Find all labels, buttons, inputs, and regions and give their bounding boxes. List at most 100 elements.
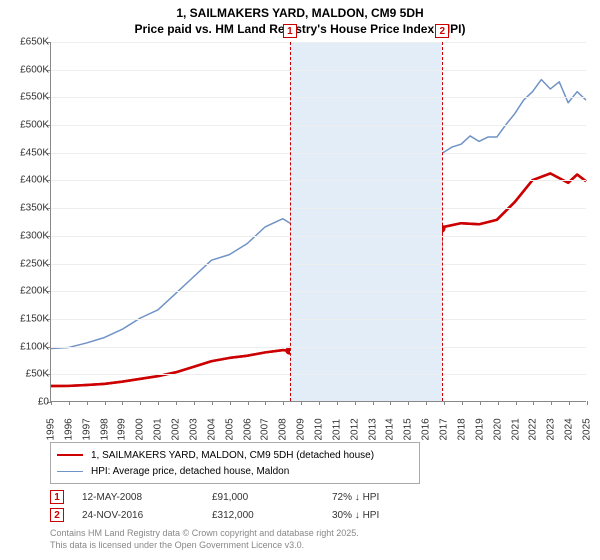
x-tick (301, 401, 302, 405)
event-vline (442, 42, 443, 401)
x-tick (158, 401, 159, 405)
footer-line-1: Contains HM Land Registry data © Crown c… (50, 528, 359, 540)
y-axis-label: £400K (9, 175, 49, 186)
x-axis-label: 2010 (314, 423, 325, 441)
x-tick (194, 401, 195, 405)
x-tick (408, 401, 409, 405)
gridline-h (51, 153, 586, 154)
y-axis-label: £50K (9, 369, 49, 380)
x-tick (122, 401, 123, 405)
plot-area: £0£50K£100K£150K£200K£250K£300K£350K£400… (50, 42, 586, 402)
x-tick (212, 401, 213, 405)
x-axis-label: 1999 (117, 423, 128, 441)
x-tick (551, 401, 552, 405)
footer-line-2: This data is licensed under the Open Gov… (50, 540, 359, 552)
x-tick (176, 401, 177, 405)
x-tick (337, 401, 338, 405)
x-tick (569, 401, 570, 405)
x-tick (248, 401, 249, 405)
event-marker-box: 1 (283, 24, 297, 38)
x-tick (355, 401, 356, 405)
x-axis-label: 2017 (439, 423, 450, 441)
x-tick (140, 401, 141, 405)
legend-label: 1, SAILMAKERS YARD, MALDON, CM9 5DH (det… (91, 450, 374, 461)
x-tick (480, 401, 481, 405)
x-tick (373, 401, 374, 405)
x-tick (462, 401, 463, 405)
title-block: 1, SAILMAKERS YARD, MALDON, CM9 5DH Pric… (0, 0, 600, 39)
x-tick (283, 401, 284, 405)
x-axis-label: 2005 (224, 423, 235, 441)
x-tick (533, 401, 534, 405)
y-axis-label: £100K (9, 341, 49, 352)
gridline-h (51, 347, 586, 348)
event-row: 112-MAY-2008£91,00072% ↓ HPI (50, 488, 379, 506)
x-tick (51, 401, 52, 405)
x-axis-label: 2018 (456, 423, 467, 441)
gridline-h (51, 319, 586, 320)
gridline-h (51, 208, 586, 209)
x-axis-label: 2009 (296, 423, 307, 441)
gridline-h (51, 374, 586, 375)
gridline-h (51, 125, 586, 126)
x-axis-label: 2014 (385, 423, 396, 441)
y-axis-label: £0 (9, 397, 49, 408)
x-axis-label: 2025 (582, 423, 593, 441)
legend: 1, SAILMAKERS YARD, MALDON, CM9 5DH (det… (50, 442, 420, 484)
x-tick (265, 401, 266, 405)
event-diff: 30% ↓ HPI (332, 510, 379, 521)
event-marker-box: 2 (435, 24, 449, 38)
y-axis-label: £350K (9, 203, 49, 214)
x-axis-label: 2012 (349, 423, 360, 441)
x-axis-label: 2011 (331, 423, 342, 441)
y-axis-label: £250K (9, 258, 49, 269)
x-axis-label: 2021 (510, 423, 521, 441)
x-tick (498, 401, 499, 405)
legend-label: HPI: Average price, detached house, Mald… (91, 466, 289, 477)
event-diff: 72% ↓ HPI (332, 492, 379, 503)
y-axis-label: £600K (9, 64, 49, 75)
legend-row: HPI: Average price, detached house, Mald… (57, 463, 413, 479)
event-table: 112-MAY-2008£91,00072% ↓ HPI224-NOV-2016… (50, 488, 379, 524)
x-tick (87, 401, 88, 405)
y-axis-label: £650K (9, 37, 49, 48)
x-tick (319, 401, 320, 405)
legend-row: 1, SAILMAKERS YARD, MALDON, CM9 5DH (det… (57, 447, 413, 463)
x-tick (105, 401, 106, 405)
x-axis-label: 2013 (367, 423, 378, 441)
y-axis-label: £150K (9, 313, 49, 324)
y-axis-label: £300K (9, 230, 49, 241)
x-tick (516, 401, 517, 405)
x-axis-label: 2020 (492, 423, 503, 441)
x-axis-label: 2015 (403, 423, 414, 441)
event-row: 224-NOV-2016£312,00030% ↓ HPI (50, 506, 379, 524)
x-axis-label: 2023 (546, 423, 557, 441)
title-line-1: 1, SAILMAKERS YARD, MALDON, CM9 5DH (0, 6, 600, 22)
legend-swatch (57, 471, 83, 472)
x-axis-label: 2003 (188, 423, 199, 441)
gridline-h (51, 42, 586, 43)
x-axis-label: 2006 (242, 423, 253, 441)
event-price: £312,000 (212, 510, 332, 521)
x-axis-label: 2024 (564, 423, 575, 441)
x-axis-label: 2019 (474, 423, 485, 441)
event-id-box: 1 (50, 490, 64, 504)
x-tick (426, 401, 427, 405)
x-axis-label: 2000 (135, 423, 146, 441)
y-axis-label: £500K (9, 120, 49, 131)
x-tick (230, 401, 231, 405)
gridline-h (51, 236, 586, 237)
x-tick (390, 401, 391, 405)
chart: £0 £50K £100K £150K £200K £250K £300K £350K £400… (8, 42, 592, 432)
x-tick (587, 401, 588, 405)
x-axis-label: 2022 (528, 423, 539, 441)
title-line-2: Price paid vs. HM Land Registry's House … (0, 22, 600, 38)
x-axis-label: 1995 (46, 423, 57, 441)
event-date: 12-MAY-2008 (82, 492, 212, 503)
y-axis-label: £550K (9, 92, 49, 103)
gridline-h (51, 70, 586, 71)
y-axis-label: £200K (9, 286, 49, 297)
x-axis-label: 2016 (421, 423, 432, 441)
x-axis-label: 1998 (99, 423, 110, 441)
x-axis-label: 2001 (153, 423, 164, 441)
